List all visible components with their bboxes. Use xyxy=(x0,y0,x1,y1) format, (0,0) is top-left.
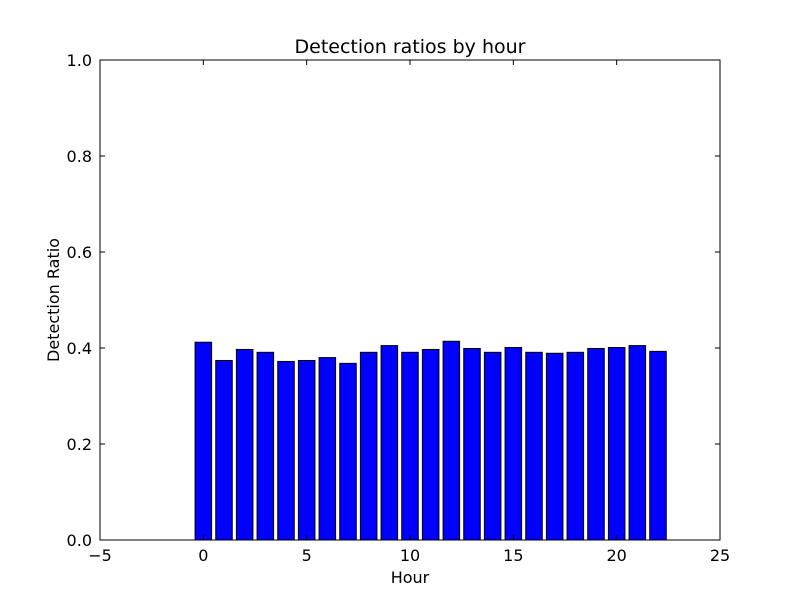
y-tick-label: 0.6 xyxy=(67,243,92,262)
bar-hour-13 xyxy=(463,347,481,541)
x-axis-title: Hour xyxy=(391,568,430,587)
bar-hour-0 xyxy=(194,341,213,541)
x-tick-label: 5 xyxy=(302,546,312,565)
bar-hour-10 xyxy=(401,351,419,541)
bar-hour-21 xyxy=(628,345,647,541)
bar-hour-3 xyxy=(256,351,275,541)
bars-group xyxy=(194,340,667,541)
x-tick-label: 25 xyxy=(710,546,730,565)
bar-hour-22 xyxy=(649,350,667,541)
y-axis-title: Detection Ratio xyxy=(44,238,63,362)
bar-hour-14 xyxy=(483,351,502,541)
bar-hour-17 xyxy=(545,352,564,541)
y-tick-label: 0.0 xyxy=(67,531,92,550)
plot-frame xyxy=(99,59,721,541)
y-tick-label: 0.4 xyxy=(67,339,92,358)
bar-hour-8 xyxy=(359,351,378,541)
bar-hour-20 xyxy=(607,347,626,541)
bar-hour-1 xyxy=(215,359,233,541)
bar-hour-7 xyxy=(339,362,357,541)
bar-hour-4 xyxy=(277,360,295,541)
bar-hour-19 xyxy=(587,347,605,541)
bar-hour-11 xyxy=(421,348,440,541)
x-tick-label: 15 xyxy=(503,546,523,565)
chart-title: Detection ratios by hour xyxy=(295,36,526,58)
x-tick-label: 10 xyxy=(400,546,420,565)
y-tick-label: 1.0 xyxy=(67,51,92,70)
x-tick-label: −5 xyxy=(88,546,112,565)
bar-hour-9 xyxy=(380,345,399,541)
x-tick-label: 20 xyxy=(606,546,626,565)
bar-hour-16 xyxy=(525,351,543,541)
x-tick-label: 0 xyxy=(198,546,208,565)
bar-hour-6 xyxy=(318,357,337,541)
bar-hour-12 xyxy=(442,340,461,541)
ticks-group: −5 0 5 10 15 20 25 0.0 0.2 0.4 0.6 0.8 1.0 xyxy=(67,51,731,565)
y-tick-label: 0.8 xyxy=(67,147,92,166)
bar-hour-5 xyxy=(297,359,316,541)
bar-hour-15 xyxy=(504,347,523,541)
bar-hour-2 xyxy=(235,348,254,541)
bar-hour-18 xyxy=(566,351,585,541)
y-tick-label: 0.2 xyxy=(67,435,92,454)
